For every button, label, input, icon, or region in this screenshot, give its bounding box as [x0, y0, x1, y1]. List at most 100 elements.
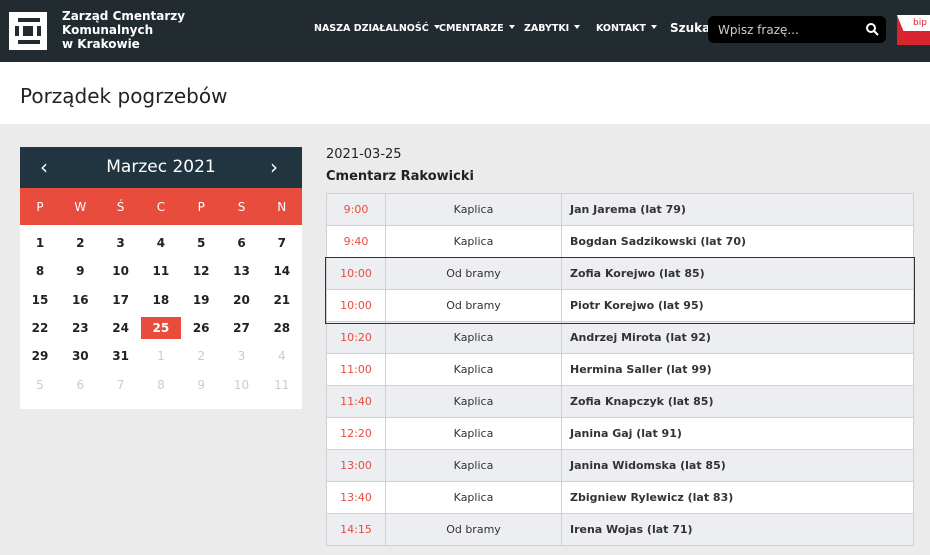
calendar-header: ‹ Marzec 2021 › [20, 147, 302, 188]
day[interactable]: 27 [233, 320, 250, 335]
day[interactable]: 2 [197, 349, 205, 364]
day[interactable]: 8 [157, 377, 165, 392]
place: Kaplica [385, 225, 562, 258]
day[interactable]: 28 [273, 320, 291, 335]
logo-line: Zarząd Cmentarzy [62, 9, 186, 23]
table-row: 9:40 Kaplica Bogdan Sadzikowski (lat 70) [326, 225, 914, 258]
table-row: 9:00 Kaplica Jan Jarema (lat 79) [326, 193, 914, 226]
name: Bogdan Sadzikowski (lat 70) [561, 225, 914, 258]
day[interactable]: 20 [233, 292, 250, 307]
search-input[interactable] [716, 20, 860, 40]
weekday: C [156, 200, 166, 214]
name: Piotr Korejwo (lat 95) [561, 289, 914, 322]
time: 11:40 [326, 385, 386, 418]
time: 9:40 [326, 225, 386, 258]
day[interactable]: 10 [112, 264, 129, 279]
next-month[interactable]: › [270, 155, 278, 179]
table-row: 11:00 Kaplica Hermina Saller (lat 99) [326, 353, 914, 386]
day[interactable]: 9 [197, 377, 205, 392]
day[interactable]: 18 [152, 292, 170, 307]
table-row: 11:40 Kaplica Zofia Knapczyk (lat 85) [326, 385, 914, 418]
name: Zofia Knapczyk (lat 85) [561, 385, 914, 418]
weekday: Ś [116, 200, 125, 214]
day[interactable]: 3 [116, 236, 125, 250]
day[interactable]: 29 [31, 349, 49, 364]
month-label: Marzec 2021 [106, 157, 216, 177]
day[interactable]: 3 [237, 349, 246, 364]
weekday: P [197, 200, 205, 214]
table-row: 10:20 Kaplica Andrzej Mirota (lat 92) [326, 321, 914, 354]
title-band: Porządek pogrzebów [0, 62, 930, 124]
day[interactable]: 22 [31, 320, 49, 335]
day[interactable]: 1 [157, 349, 165, 364]
day[interactable]: 4 [277, 349, 286, 364]
day[interactable]: 8 [35, 264, 45, 279]
day[interactable]: 17 [112, 292, 129, 307]
name: Zofia Korejwo (lat 85) [561, 257, 914, 290]
cemetery: Cmentarz Rakowicki [326, 169, 474, 184]
place: Kaplica [385, 481, 562, 514]
day[interactable]: 15 [31, 292, 49, 307]
day[interactable]: 25 [140, 316, 181, 339]
name: Andrzej Mirota (lat 92) [561, 321, 914, 354]
day[interactable]: 5 [36, 377, 44, 392]
time: 13:00 [326, 449, 386, 482]
day[interactable]: 6 [76, 377, 85, 392]
weekday: W [74, 200, 87, 214]
weekday: N [277, 200, 287, 214]
nav-item[interactable]: KONTAKT [596, 23, 657, 34]
nav-item[interactable]: CMENTARZE [439, 23, 515, 34]
day[interactable]: 2 [76, 236, 85, 250]
nav-item[interactable]: ZABYTKI [524, 23, 580, 34]
day[interactable]: 31 [112, 349, 129, 364]
table-row: 13:40 Kaplica Zbigniew Rylewicz (lat 83) [326, 481, 914, 514]
place: Kaplica [385, 385, 562, 418]
day[interactable]: 16 [71, 292, 89, 307]
day[interactable]: 30 [71, 349, 89, 364]
search-button[interactable] [866, 23, 879, 36]
nav-item[interactable]: NASZA DZIAŁALNOŚĆ [314, 23, 440, 34]
search-label: Szukaj [670, 21, 715, 35]
day[interactable]: 11 [152, 264, 170, 279]
table-row: 10:00 Od bramy Zofia Korejwo (lat 85) [326, 257, 914, 290]
time: 12:20 [326, 417, 386, 450]
place: Od bramy [385, 513, 562, 546]
prev-month[interactable]: ‹ [40, 155, 48, 179]
time: 10:20 [326, 321, 386, 354]
day[interactable]: 10 [233, 377, 250, 392]
table-row: 10:00 Od bramy Piotr Korejwo (lat 95) [326, 289, 914, 322]
table-row: 12:20 Kaplica Janina Gaj (lat 91) [326, 417, 914, 450]
place: Od bramy [385, 257, 562, 290]
bip-logo[interactable]: bip [897, 15, 930, 47]
day[interactable]: 26 [192, 320, 210, 335]
day[interactable]: 12 [192, 264, 210, 279]
day[interactable]: 21 [273, 292, 291, 307]
day[interactable]: 24 [112, 320, 129, 335]
day[interactable]: 1 [35, 236, 45, 250]
time: 11:00 [326, 353, 386, 386]
name: Zbigniew Rylewicz (lat 83) [561, 481, 914, 514]
day[interactable]: 4 [156, 236, 166, 250]
day[interactable]: 9 [76, 264, 85, 279]
logo-text[interactable]: Zarząd Cmentarzy Komunalnych w Krakowie [62, 9, 185, 51]
day[interactable]: 6 [237, 236, 246, 250]
day[interactable]: 23 [71, 320, 89, 335]
day[interactable]: 7 [277, 236, 286, 250]
day[interactable]: 5 [197, 236, 206, 250]
day[interactable]: 14 [273, 264, 291, 279]
day[interactable]: 11 [274, 377, 290, 392]
weekday: S [237, 200, 246, 214]
logo-icon[interactable] [9, 12, 47, 50]
search-box [708, 16, 886, 43]
day[interactable]: 19 [192, 292, 210, 307]
place: Od bramy [385, 289, 562, 322]
day[interactable]: 7 [116, 377, 125, 392]
time: 14:15 [326, 513, 386, 546]
bip-text: bip [913, 18, 927, 28]
day[interactable]: 13 [233, 264, 250, 279]
place: Kaplica [385, 193, 562, 226]
